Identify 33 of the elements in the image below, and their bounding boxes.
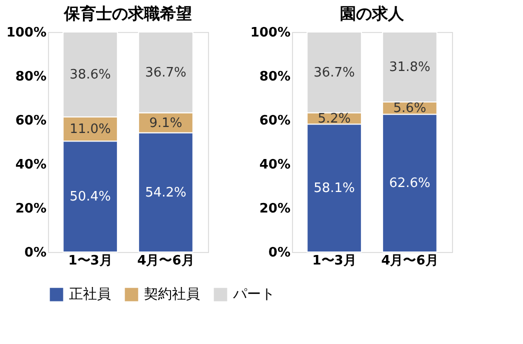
- text: 36.7%: [145, 65, 186, 80]
- legend-label: 契約社員: [144, 286, 200, 303]
- chart-title: 保育士の求職希望: [63, 4, 192, 23]
- text: 11.0%: [70, 122, 111, 138]
- y-tick-label: 40%: [259, 158, 290, 172]
- y-tick-label: 20%: [259, 202, 290, 216]
- y-tick-label: 0%: [24, 246, 46, 260]
- y-tick-label: 80%: [259, 70, 290, 84]
- y-tick-label: 80%: [15, 70, 46, 84]
- text: 5.2%: [318, 111, 351, 126]
- text: 9.1%: [149, 116, 182, 131]
- chart-title: 園の求人: [340, 4, 405, 23]
- y-tick-label: 100%: [250, 26, 290, 40]
- x-tick-label: 1〜3月: [68, 254, 112, 268]
- text: 5.6%: [393, 101, 426, 116]
- text: 31.8%: [389, 60, 430, 75]
- text: 62.6%: [389, 176, 430, 192]
- text: 58.1%: [314, 181, 355, 196]
- legend-label: パート: [232, 286, 275, 303]
- y-tick-label: 20%: [15, 202, 46, 216]
- legend-label: 正社員: [69, 286, 111, 303]
- y-tick-label: 60%: [259, 114, 290, 128]
- text: 38.6%: [70, 67, 111, 82]
- x-tick-label: 1〜3月: [312, 254, 356, 268]
- x-tick-label: 4月〜6月: [137, 254, 194, 268]
- text: 50.4%: [70, 190, 111, 205]
- y-tick-label: 0%: [268, 246, 290, 260]
- y-tick-label: 40%: [15, 158, 46, 172]
- x-tick-label: 4月〜6月: [381, 254, 438, 268]
- y-tick-label: 100%: [6, 26, 46, 40]
- text: 36.7%: [314, 65, 355, 80]
- text: 54.2%: [145, 185, 186, 200]
- y-tick-label: 60%: [15, 114, 46, 128]
